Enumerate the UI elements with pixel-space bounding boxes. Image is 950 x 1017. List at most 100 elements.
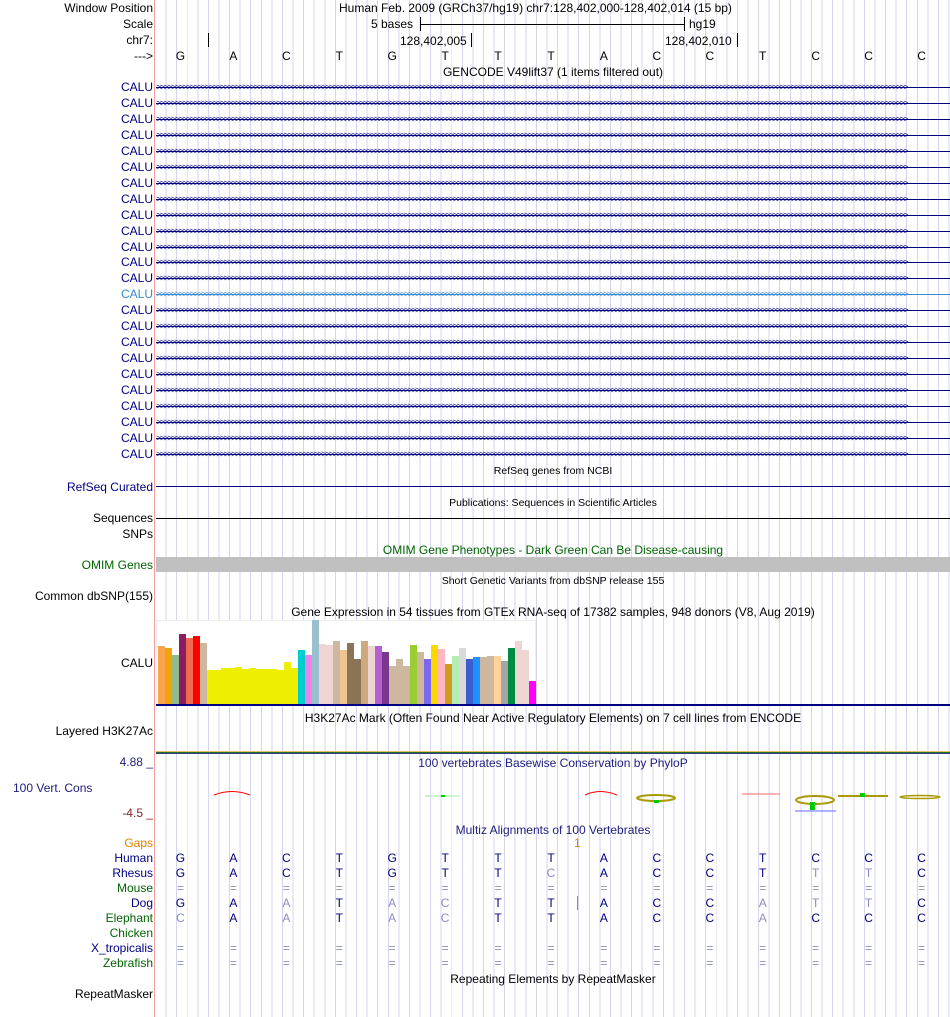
refseq-title[interactable]: RefSeq genes from NCBI (493, 465, 613, 477)
gene-label[interactable]: CALU (120, 111, 153, 126)
gtex-tissue-bar[interactable] (200, 642, 207, 704)
publications-label-snps[interactable]: SNPs (122, 527, 153, 541)
gene-transcript[interactable]: >>>>>>>>>>>>>>>>>>>>>>>>>>>>>>>>>>>>>>>>… (156, 227, 950, 236)
gene-label[interactable]: CALU (120, 127, 153, 142)
omim-feature-bar[interactable] (156, 557, 950, 572)
gtex-tissue-bar[interactable] (424, 658, 431, 704)
gtex-tissue-bar[interactable] (179, 634, 186, 704)
gtex-tissue-bar[interactable] (438, 649, 445, 704)
gtex-tissue-bar[interactable] (235, 667, 242, 704)
gene-transcript[interactable]: >>>>>>>>>>>>>>>>>>>>>>>>>>>>>>>>>>>>>>>>… (156, 99, 950, 108)
gtex-tissue-bar[interactable] (172, 655, 179, 704)
omim-title[interactable]: OMIM Gene Phenotypes - Dark Green Can Be… (382, 543, 724, 557)
gene-label[interactable]: CALU (120, 335, 153, 350)
gene-transcript[interactable]: >>>>>>>>>>>>>>>>>>>>>>>>>>>>>>>>>>>>>>>>… (156, 274, 950, 283)
species-label[interactable]: Chicken (109, 926, 153, 940)
gene-transcript[interactable]: >>>>>>>>>>>>>>>>>>>>>>>>>>>>>>>>>>>>>>>>… (156, 434, 950, 443)
gene-transcript[interactable]: >>>>>>>>>>>>>>>>>>>>>>>>>>>>>>>>>>>>>>>>… (156, 83, 950, 92)
publications-label-sequences[interactable]: Sequences (92, 511, 153, 525)
h3k27ac-label[interactable]: Layered H3K27Ac (55, 724, 153, 738)
species-label[interactable]: Dog (130, 896, 153, 910)
refseq-gene-line[interactable] (156, 486, 950, 487)
gtex-tissue-bar[interactable] (214, 670, 221, 704)
gtex-tissue-bar[interactable] (333, 641, 340, 704)
publications-line[interactable] (156, 518, 950, 519)
gene-label[interactable]: CALU (120, 414, 153, 429)
dbsnp-label[interactable]: Common dbSNP(155) (34, 589, 153, 603)
repeatmasker-title[interactable]: Repeating Elements by RepeatMasker (450, 972, 656, 986)
gtex-tissue-bar[interactable] (165, 647, 172, 704)
gene-transcript[interactable]: >>>>>>>>>>>>>>>>>>>>>>>>>>>>>>>>>>>>>>>>… (156, 179, 950, 188)
gtex-tissue-bar[interactable] (354, 658, 361, 704)
gene-transcript[interactable]: >>>>>>>>>>>>>>>>>>>>>>>>>>>>>>>>>>>>>>>>… (156, 370, 950, 379)
species-label[interactable]: Mouse (116, 881, 153, 895)
gene-label[interactable]: CALU (120, 303, 153, 318)
gene-transcript[interactable]: >>>>>>>>>>>>>>>>>>>>>>>>>>>>>>>>>>>>>>>>… (156, 354, 950, 363)
gene-label[interactable]: CALU (120, 351, 153, 366)
gene-transcript[interactable]: >>>>>>>>>>>>>>>>>>>>>>>>>>>>>>>>>>>>>>>>… (156, 290, 950, 299)
gtex-tissue-bar[interactable] (291, 667, 298, 704)
gene-transcript[interactable]: >>>>>>>>>>>>>>>>>>>>>>>>>>>>>>>>>>>>>>>>… (156, 306, 950, 315)
gencode-title[interactable]: GENCODE V49lift37 (1 items filtered out) (442, 65, 664, 79)
gtex-tissue-bar[interactable] (270, 668, 277, 704)
gene-label[interactable]: CALU (120, 95, 153, 110)
species-label[interactable]: Elephant (105, 911, 153, 925)
refseq-label[interactable]: RefSeq Curated (66, 480, 153, 494)
gtex-tissue-bar[interactable] (529, 681, 536, 704)
gene-label[interactable]: CALU (120, 383, 153, 398)
gtex-tissue-bar[interactable] (326, 645, 333, 704)
gtex-tissue-bar[interactable] (340, 650, 347, 704)
gene-label[interactable]: CALU (120, 367, 153, 382)
gene-label[interactable]: CALU (120, 239, 153, 254)
gtex-tissue-bar[interactable] (221, 667, 228, 704)
gtex-title[interactable]: Gene Expression in 54 tissues from GTEx … (291, 605, 815, 619)
gtex-tissue-bar[interactable] (473, 656, 480, 704)
gtex-tissue-bar[interactable] (522, 650, 529, 704)
gene-transcript[interactable]: >>>>>>>>>>>>>>>>>>>>>>>>>>>>>>>>>>>>>>>>… (156, 258, 950, 267)
gtex-chart[interactable] (156, 620, 536, 704)
gene-label[interactable]: CALU (120, 255, 153, 270)
gene-transcript[interactable]: >>>>>>>>>>>>>>>>>>>>>>>>>>>>>>>>>>>>>>>>… (156, 163, 950, 172)
gene-transcript[interactable]: >>>>>>>>>>>>>>>>>>>>>>>>>>>>>>>>>>>>>>>>… (156, 195, 950, 204)
gene-label[interactable]: CALU (120, 287, 153, 302)
gene-label[interactable]: CALU (120, 143, 153, 158)
gene-label[interactable]: CALU (120, 430, 153, 445)
gtex-label[interactable]: CALU (120, 656, 153, 670)
gtex-tissue-bar[interactable] (368, 646, 375, 704)
species-label[interactable]: Rhesus (112, 866, 153, 880)
gtex-tissue-bar[interactable] (508, 647, 515, 704)
gtex-tissue-bar[interactable] (480, 656, 487, 704)
gtex-tissue-bar[interactable] (263, 668, 270, 704)
gtex-tissue-bar[interactable] (396, 658, 403, 704)
publications-title[interactable]: Publications: Sequences in Scientific Ar… (449, 497, 657, 509)
gtex-tissue-bar[interactable] (494, 656, 501, 704)
gtex-tissue-bar[interactable] (277, 670, 284, 704)
gene-label[interactable]: CALU (120, 191, 153, 206)
label-divider[interactable] (154, 0, 155, 1017)
gtex-tissue-bar[interactable] (298, 650, 305, 704)
gtex-tissue-bar[interactable] (382, 651, 389, 704)
gene-label[interactable]: CALU (120, 399, 153, 413)
gene-transcript[interactable]: >>>>>>>>>>>>>>>>>>>>>>>>>>>>>>>>>>>>>>>>… (156, 115, 950, 124)
dbsnp-title[interactable]: Short Genetic Variants from dbSNP releas… (441, 575, 665, 587)
gene-transcript[interactable]: >>>>>>>>>>>>>>>>>>>>>>>>>>>>>>>>>>>>>>>>… (156, 322, 950, 331)
species-label[interactable]: Zebrafish (102, 956, 153, 970)
gene-transcript[interactable]: >>>>>>>>>>>>>>>>>>>>>>>>>>>>>>>>>>>>>>>>… (156, 450, 950, 459)
gtex-tissue-bar[interactable] (256, 668, 263, 704)
gtex-tissue-bar[interactable] (417, 651, 424, 704)
gtex-tissue-bar[interactable] (515, 641, 522, 704)
gene-transcript[interactable]: >>>>>>>>>>>>>>>>>>>>>>>>>>>>>>>>>>>>>>>>… (156, 338, 950, 347)
gene-label[interactable]: CALU (120, 175, 153, 190)
gtex-tissue-bar[interactable] (466, 658, 473, 704)
gtex-tissue-bar[interactable] (361, 641, 368, 704)
species-label[interactable]: X_tropicalis (90, 941, 153, 955)
gene-label[interactable]: CALU (120, 319, 153, 334)
gene-label[interactable]: CALU (120, 207, 153, 222)
gtex-tissue-bar[interactable] (228, 667, 235, 704)
gtex-tissue-bar[interactable] (193, 635, 200, 704)
h3k27ac-title[interactable]: H3K27Ac Mark (Often Found Near Active Re… (304, 711, 802, 725)
gtex-tissue-bar[interactable] (445, 663, 452, 704)
gene-transcript[interactable]: >>>>>>>>>>>>>>>>>>>>>>>>>>>>>>>>>>>>>>>>… (156, 418, 950, 427)
gtex-tissue-bar[interactable] (459, 647, 466, 704)
species-label[interactable]: Human (114, 851, 153, 865)
